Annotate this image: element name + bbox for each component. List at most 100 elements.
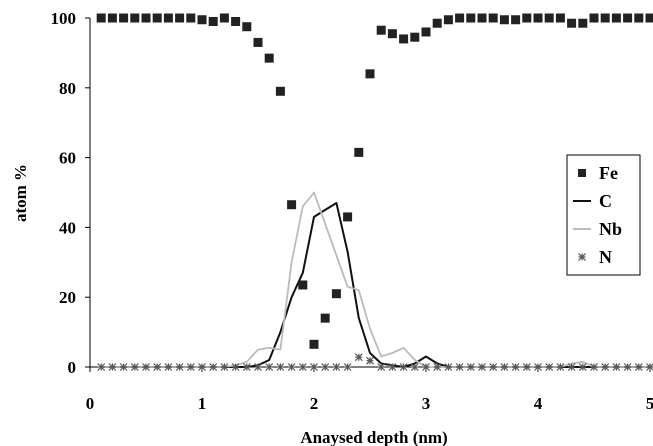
n-point: [298, 363, 307, 371]
fe-point: [208, 16, 218, 26]
fe-point: [219, 13, 229, 23]
n-point: [511, 363, 520, 371]
series-nb: [101, 191, 650, 368]
fe-point: [287, 200, 297, 210]
y-tick-label: 80: [59, 79, 76, 98]
series-fe: [96, 13, 653, 349]
n-point: [186, 363, 195, 371]
fe-point: [343, 212, 353, 222]
fe-point: [477, 13, 487, 23]
n-point: [254, 363, 262, 371]
fe-point: [298, 280, 308, 290]
fe-point: [567, 18, 577, 28]
fe-point: [253, 37, 263, 47]
n-point: [567, 363, 576, 371]
n-point: [377, 363, 386, 371]
n-point: [556, 363, 565, 371]
y-tick-label: 0: [68, 358, 77, 377]
n-point: [500, 363, 509, 371]
n-point: [209, 363, 218, 371]
n-point: [522, 363, 531, 371]
legend: Fe C Nb N: [566, 154, 641, 276]
n-point: [433, 363, 442, 371]
series-layer: [96, 13, 653, 371]
n-point: [578, 363, 587, 371]
legend-item-nb: Nb: [573, 219, 622, 239]
n-point: [310, 363, 318, 371]
fe-point: [197, 15, 207, 25]
fe-point: [119, 13, 129, 23]
n-point: [142, 363, 150, 371]
fe-point: [163, 13, 173, 23]
y-axis-title: atom %: [11, 164, 30, 222]
n-point: [153, 363, 162, 371]
fe-point: [533, 13, 543, 23]
series-line-nb: [101, 191, 650, 368]
x-axis-title: Anaysed depth (nm): [300, 428, 447, 446]
n-point: [366, 356, 374, 365]
n-point: [108, 363, 117, 371]
n-point: [634, 363, 643, 371]
fe-point: [611, 13, 621, 23]
fe-point: [231, 16, 241, 26]
legend-item-c: C: [573, 191, 612, 211]
x-tick-label: 1: [198, 394, 207, 413]
legend-label-n: N: [599, 247, 612, 267]
fe-point: [600, 13, 610, 23]
n-point: [97, 363, 106, 371]
fe-point: [354, 147, 364, 157]
fe-point: [432, 18, 442, 28]
fe-point: [331, 289, 341, 299]
n-point: [276, 363, 285, 371]
n-point: [590, 363, 598, 371]
fe-point: [152, 13, 162, 23]
n-point: [242, 363, 251, 371]
legend-marker-n: [578, 253, 586, 261]
n-point: [198, 363, 206, 371]
x-tick-label: 0: [86, 394, 95, 413]
fe-point: [130, 13, 140, 23]
fe-point: [264, 53, 274, 63]
fe-point: [578, 18, 588, 28]
n-point: [444, 363, 453, 371]
n-point: [422, 363, 430, 371]
fe-point: [96, 13, 106, 23]
y-tick-label: 20: [59, 288, 76, 307]
n-point: [455, 363, 464, 371]
n-point: [231, 363, 240, 371]
fe-point: [466, 13, 476, 23]
fe-point: [421, 27, 431, 37]
fe-point: [488, 13, 498, 23]
fe-point: [443, 15, 453, 25]
fe-point: [320, 313, 330, 323]
fe-point: [365, 69, 375, 79]
n-point: [354, 353, 363, 362]
fe-point: [387, 29, 397, 39]
y-tick-label: 60: [59, 149, 76, 168]
n-point: [466, 363, 475, 371]
legend-marker-fe: [578, 169, 586, 177]
n-point: [265, 363, 274, 371]
fe-point: [634, 13, 644, 23]
fe-point: [499, 15, 509, 25]
n-point: [321, 363, 330, 371]
n-point: [534, 363, 542, 371]
n-point: [646, 363, 653, 371]
n-point: [489, 363, 498, 371]
n-point: [623, 363, 632, 371]
fe-point: [242, 22, 252, 32]
series-n: [97, 353, 653, 371]
x-tick-label: 2: [310, 394, 319, 413]
n-point: [343, 363, 352, 371]
fe-point: [175, 13, 185, 23]
n-point: [130, 363, 139, 371]
y-tick-label: 100: [51, 9, 77, 28]
n-point: [119, 363, 128, 371]
axes: 0 20 40 60 80 100 0 1 2 3 4 5: [51, 9, 653, 413]
fe-point: [589, 13, 599, 23]
n-point: [399, 363, 408, 371]
n-point: [612, 363, 621, 371]
x-tick-label: 5: [646, 394, 653, 413]
legend-label-fe: Fe: [599, 163, 618, 183]
n-point: [332, 363, 341, 371]
